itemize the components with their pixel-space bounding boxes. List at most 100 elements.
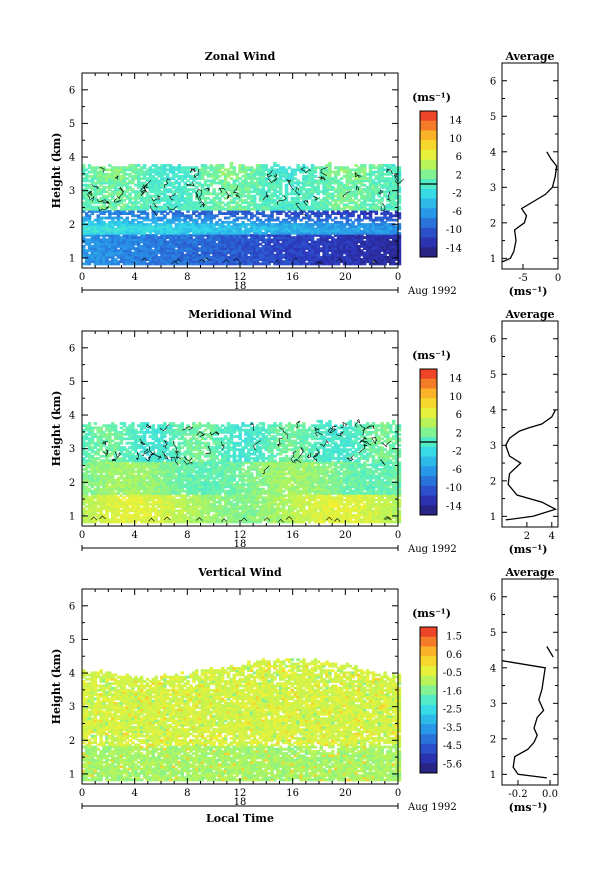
- heatmap-cell: [215, 201, 219, 205]
- heatmap-cell: [122, 518, 127, 522]
- heatmap-cell: [139, 223, 144, 226]
- heatmap-cell: [255, 223, 260, 226]
- heatmap-cell: [113, 223, 118, 226]
- heatmap-cell: [160, 192, 164, 196]
- heatmap-cell: [93, 172, 98, 176]
- heatmap-cell: [319, 218, 323, 222]
- heatmap-cell: [209, 166, 213, 170]
- heatmap-cell: [391, 234, 396, 237]
- heatmap-cell: [261, 225, 266, 229]
- heatmap-cell: [238, 260, 242, 264]
- heatmap-cell: [131, 236, 135, 239]
- heatmap-cell: [84, 175, 89, 178]
- heatmap-cell: [102, 489, 106, 493]
- heatmap-cell: [111, 472, 115, 476]
- heatmap-cell: [226, 231, 231, 235]
- heatmap-cell: [258, 251, 263, 255]
- heatmap-cell: [84, 509, 89, 513]
- heatmap-cell: [212, 253, 216, 257]
- heatmap-cell: [96, 260, 100, 264]
- heatmap-cell: [299, 240, 303, 244]
- heatmap-cell: [287, 172, 292, 176]
- heatmap-cell: [261, 258, 266, 261]
- heatmap-cell: [371, 164, 376, 167]
- heatmap-cell: [307, 205, 312, 209]
- contour-segment: [394, 178, 404, 186]
- heatmap-cell: [325, 212, 329, 215]
- heatmap-cell: [223, 231, 228, 235]
- heatmap-cell: [108, 179, 112, 183]
- heatmap-cell: [287, 240, 292, 244]
- heatmap-cell: [223, 192, 228, 196]
- heatmap-cell: [284, 212, 289, 215]
- heatmap-cell: [99, 435, 103, 438]
- heatmap-cell: [273, 203, 277, 207]
- heatmap-cell: [307, 255, 312, 259]
- heatmap-cell: [368, 172, 373, 176]
- heatmap-cell: [258, 188, 263, 191]
- heatmap-cell: [96, 216, 100, 220]
- heatmap-cell: [139, 186, 144, 189]
- heatmap-cell: [331, 194, 335, 198]
- heatmap-cell: [391, 240, 396, 244]
- heatmap-cell: [163, 183, 167, 187]
- heatmap-cell: [284, 223, 289, 226]
- heatmap-cell: [189, 225, 193, 229]
- heatmap-cell: [273, 231, 277, 235]
- heatmap-cell: [183, 192, 187, 196]
- heatmap-cell: [145, 247, 150, 250]
- heatmap-cell: [84, 435, 89, 438]
- heatmap-cell: [322, 227, 326, 231]
- heatmap-cell: [108, 452, 112, 456]
- heatmap-cell: [368, 183, 373, 187]
- heatmap-cell: [157, 192, 161, 196]
- heatmap-cell: [189, 258, 193, 261]
- heatmap-cell: [290, 240, 295, 244]
- heatmap-cell: [180, 190, 184, 194]
- heatmap-cell: [296, 223, 300, 226]
- heatmap-cell: [313, 203, 318, 207]
- heatmap-cell: [84, 444, 89, 447]
- heatmap-cell: [113, 192, 118, 196]
- heatmap-cell: [157, 170, 161, 174]
- heatmap-cell: [250, 166, 254, 170]
- heatmap-cell: [168, 190, 173, 194]
- heatmap-cell: [313, 260, 318, 264]
- heatmap-cell: [261, 231, 266, 235]
- heatmap-cell: [351, 199, 355, 202]
- heatmap-cell: [386, 218, 390, 222]
- heatmap-cell: [377, 251, 381, 255]
- heatmap-cell: [197, 207, 202, 211]
- heatmap-cell: [360, 251, 364, 255]
- heatmap-cell: [270, 223, 274, 226]
- heatmap-cell: [328, 201, 332, 205]
- heatmap-cell: [229, 192, 234, 196]
- heatmap-cell: [180, 255, 184, 259]
- contour-segment: [163, 178, 171, 189]
- heatmap-cell: [258, 229, 263, 233]
- heatmap-cell: [380, 223, 384, 226]
- heatmap-cell: [391, 186, 396, 189]
- heatmap-cell: [154, 210, 158, 213]
- heatmap-cell: [235, 177, 239, 180]
- heatmap-cell: [232, 242, 237, 246]
- heatmap-cell: [383, 234, 387, 237]
- heatmap-cell: [235, 251, 239, 255]
- heatmap-cell: [174, 181, 179, 185]
- heatmap-cell: [261, 212, 266, 215]
- heatmap-cell: [192, 175, 196, 178]
- heatmap-cell: [322, 229, 326, 233]
- heatmap-cell: [357, 170, 361, 174]
- heatmap-cell: [229, 166, 234, 170]
- heatmap-cell: [252, 181, 257, 185]
- contour-segment: [233, 257, 240, 262]
- heatmap-cell: [96, 210, 100, 213]
- heatmap-cell: [137, 253, 141, 257]
- contour-segment: [313, 195, 319, 201]
- heatmap-cell: [377, 234, 381, 237]
- heatmap-cell: [137, 227, 141, 231]
- heatmap-cell: [238, 255, 242, 259]
- heatmap-cell: [108, 496, 112, 500]
- heatmap-cell: [328, 242, 332, 246]
- heatmap-cell: [354, 255, 358, 259]
